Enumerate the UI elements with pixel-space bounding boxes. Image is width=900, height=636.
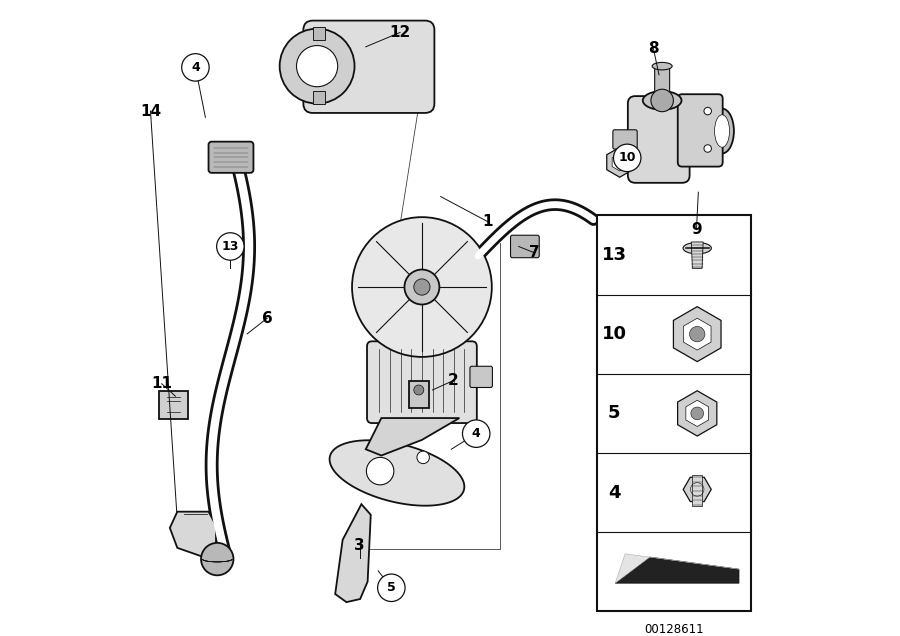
- Text: 9: 9: [691, 222, 702, 237]
- Circle shape: [352, 217, 491, 357]
- Bar: [313, 91, 325, 104]
- Polygon shape: [686, 400, 708, 427]
- Text: 3: 3: [355, 539, 365, 553]
- FancyBboxPatch shape: [158, 391, 188, 419]
- Circle shape: [414, 385, 424, 395]
- Bar: [313, 27, 325, 40]
- Polygon shape: [692, 475, 702, 506]
- Circle shape: [689, 326, 705, 342]
- Polygon shape: [612, 153, 627, 171]
- Circle shape: [378, 574, 405, 602]
- Circle shape: [463, 420, 490, 447]
- FancyBboxPatch shape: [209, 142, 254, 173]
- Polygon shape: [607, 148, 633, 177]
- Circle shape: [201, 543, 233, 576]
- Polygon shape: [170, 512, 216, 556]
- FancyBboxPatch shape: [510, 235, 539, 258]
- FancyBboxPatch shape: [303, 20, 435, 113]
- Ellipse shape: [715, 115, 730, 148]
- Polygon shape: [678, 391, 716, 436]
- Ellipse shape: [652, 62, 672, 70]
- FancyBboxPatch shape: [678, 94, 723, 167]
- Polygon shape: [683, 318, 711, 350]
- Text: 8: 8: [648, 41, 659, 56]
- Text: 5: 5: [608, 404, 620, 422]
- Ellipse shape: [643, 91, 681, 110]
- Text: 4: 4: [608, 483, 620, 502]
- FancyBboxPatch shape: [654, 67, 670, 95]
- Bar: [597, 215, 752, 611]
- Text: 1: 1: [482, 214, 492, 229]
- FancyBboxPatch shape: [628, 96, 689, 183]
- Circle shape: [417, 451, 429, 464]
- Circle shape: [704, 107, 711, 115]
- Circle shape: [217, 233, 244, 260]
- Text: 6: 6: [262, 311, 273, 326]
- Circle shape: [614, 144, 641, 172]
- Circle shape: [404, 270, 439, 305]
- FancyBboxPatch shape: [409, 380, 428, 408]
- Text: 5: 5: [387, 581, 396, 594]
- Polygon shape: [673, 307, 721, 362]
- Circle shape: [691, 407, 704, 420]
- Circle shape: [414, 279, 430, 295]
- FancyBboxPatch shape: [613, 130, 637, 149]
- Text: 10: 10: [618, 151, 636, 164]
- Circle shape: [280, 29, 355, 104]
- Text: 4: 4: [472, 427, 481, 440]
- Text: 14: 14: [140, 104, 161, 118]
- Ellipse shape: [710, 109, 734, 153]
- Circle shape: [651, 89, 673, 112]
- FancyBboxPatch shape: [367, 342, 477, 423]
- Circle shape: [616, 158, 624, 167]
- Text: 13: 13: [601, 246, 626, 264]
- Polygon shape: [683, 477, 711, 502]
- Ellipse shape: [683, 242, 711, 254]
- Polygon shape: [365, 418, 459, 455]
- Text: 2: 2: [447, 373, 458, 388]
- Circle shape: [296, 46, 338, 86]
- Text: 11: 11: [151, 377, 172, 391]
- Polygon shape: [329, 440, 464, 506]
- Text: 00128611: 00128611: [644, 623, 704, 636]
- Circle shape: [704, 145, 711, 152]
- Circle shape: [182, 53, 209, 81]
- Polygon shape: [335, 504, 371, 602]
- Text: 12: 12: [390, 25, 410, 40]
- Text: 10: 10: [601, 325, 626, 343]
- Text: 13: 13: [221, 240, 239, 253]
- Polygon shape: [616, 557, 739, 583]
- Circle shape: [366, 457, 394, 485]
- Polygon shape: [616, 554, 739, 583]
- Polygon shape: [691, 242, 703, 268]
- Text: 4: 4: [191, 61, 200, 74]
- FancyBboxPatch shape: [470, 366, 492, 387]
- Text: 7: 7: [529, 245, 539, 260]
